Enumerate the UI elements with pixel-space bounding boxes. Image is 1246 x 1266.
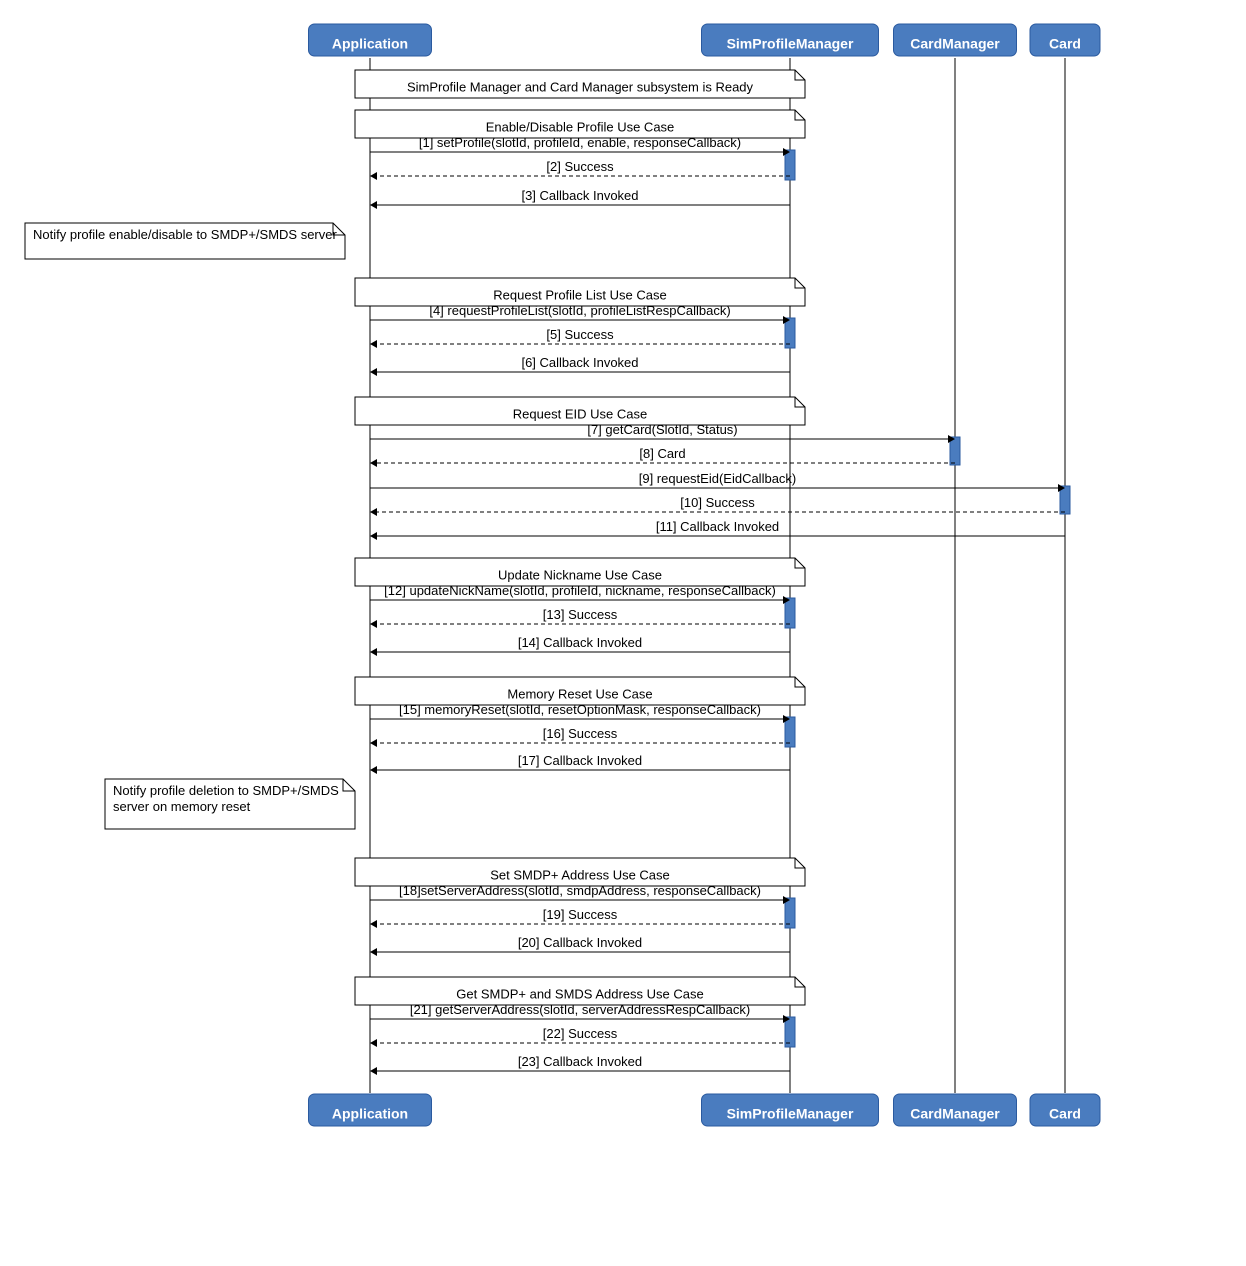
message-text-22: [22] Success [543, 1026, 618, 1041]
participant-label-spm: SimProfileManager [727, 36, 854, 52]
ref-text-4: Update Nickname Use Case [498, 567, 662, 582]
side-note-text-1-1: server on memory reset [113, 799, 251, 814]
message-text-19: [19] Success [543, 907, 618, 922]
message-text-8: [8] Card [639, 446, 685, 461]
message-text-20: [20] Callback Invoked [518, 935, 642, 950]
participant-label-card: Card [1049, 1106, 1081, 1122]
message-text-21: [21] getServerAddress(slotId, serverAddr… [410, 1002, 750, 1017]
ref-text-0: SimProfile Manager and Card Manager subs… [407, 79, 754, 94]
message-text-2: [2] Success [546, 159, 614, 174]
ref-text-2: Request Profile List Use Case [493, 287, 666, 302]
message-text-5: [5] Success [546, 327, 614, 342]
activation-9 [1060, 486, 1070, 514]
message-text-23: [23] Callback Invoked [518, 1054, 642, 1069]
participant-label-app: Application [332, 1106, 408, 1122]
message-text-3: [3] Callback Invoked [521, 188, 638, 203]
message-text-10: [10] Success [680, 495, 755, 510]
activation-7 [950, 437, 960, 465]
message-text-13: [13] Success [543, 607, 618, 622]
message-text-7: [7] getCard(SlotId, Status) [587, 422, 737, 437]
message-text-18: [18]setServerAddress(slotId, smdpAddress… [399, 883, 761, 898]
message-text-4: [4] requestProfileList(slotId, profileLi… [429, 303, 730, 318]
ref-text-6: Set SMDP+ Address Use Case [490, 867, 670, 882]
ref-text-5: Memory Reset Use Case [507, 686, 652, 701]
participant-label-spm: SimProfileManager [727, 1106, 854, 1122]
message-text-6: [6] Callback Invoked [521, 355, 638, 370]
message-text-12: [12] updateNickName(slotId, profileId, n… [384, 583, 776, 598]
message-text-14: [14] Callback Invoked [518, 635, 642, 650]
participant-label-cm: CardManager [910, 36, 1000, 52]
ref-text-1: Enable/Disable Profile Use Case [486, 119, 675, 134]
participant-label-app: Application [332, 36, 408, 52]
message-text-15: [15] memoryReset(slotId, resetOptionMask… [399, 702, 761, 717]
message-text-16: [16] Success [543, 726, 618, 741]
message-text-1: [1] setProfile(slotId, profileId, enable… [419, 135, 741, 150]
side-note-text-0-0: Notify profile enable/disable to SMDP+/S… [33, 227, 337, 242]
participant-label-cm: CardManager [910, 1106, 1000, 1122]
ref-text-3: Request EID Use Case [513, 406, 647, 421]
message-text-9: [9] requestEid(EidCallback) [639, 471, 797, 486]
message-text-17: [17] Callback Invoked [518, 753, 642, 768]
participant-label-card: Card [1049, 36, 1081, 52]
sequence-diagram: Application SimProfileManager CardManager C… [10, 10, 1110, 1140]
message-text-11: [11] Callback Invoked [656, 519, 779, 534]
side-note-text-1-0: Notify profile deletion to SMDP+/SMDS [113, 783, 339, 798]
ref-text-7: Get SMDP+ and SMDS Address Use Case [456, 986, 703, 1001]
